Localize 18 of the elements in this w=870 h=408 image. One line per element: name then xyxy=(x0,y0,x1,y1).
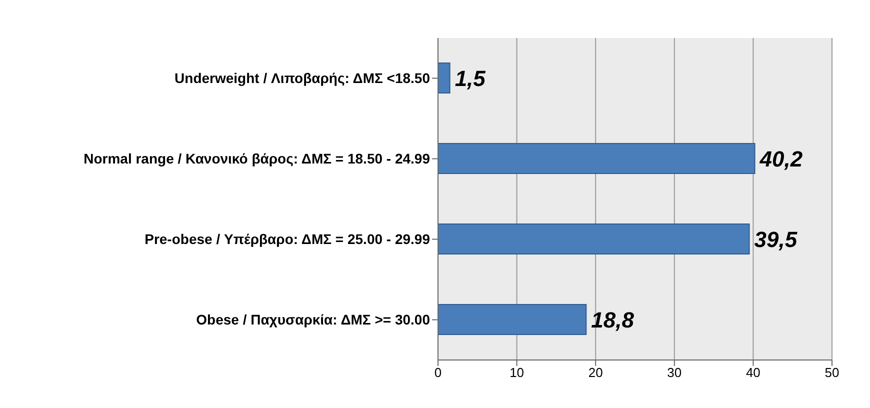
bar xyxy=(438,62,450,94)
x-tick-label: 0 xyxy=(434,365,442,380)
data-label: 18,8 xyxy=(591,307,635,332)
x-tick-label: 50 xyxy=(824,365,840,380)
y-tick-label: Obese / Παχυσαρκία: ΔΜΣ >= 30.00 xyxy=(196,312,430,328)
x-tick-label: 30 xyxy=(667,365,682,380)
data-label: 39,5 xyxy=(754,226,798,252)
x-tick-label: 20 xyxy=(588,365,603,380)
data-label: 40,2 xyxy=(758,146,804,172)
bar xyxy=(438,304,587,335)
y-tick-label: Underweight / Λιποβαρής: ΔΜΣ <18.50 xyxy=(174,70,430,86)
data-label: 1,5 xyxy=(454,66,486,91)
y-tick-label: Normal range / Κανονικό βάρος: ΔΜΣ = 18.50 - 24.99 xyxy=(84,150,430,167)
bar xyxy=(438,224,750,254)
x-tick-label: 40 xyxy=(746,365,760,380)
x-tick-label: 10 xyxy=(510,365,524,380)
bar xyxy=(438,143,756,174)
y-tick-label: Pre-obese / Υπέρβαρο: ΔΜΣ = 25.00 - 29.99 xyxy=(144,231,430,248)
